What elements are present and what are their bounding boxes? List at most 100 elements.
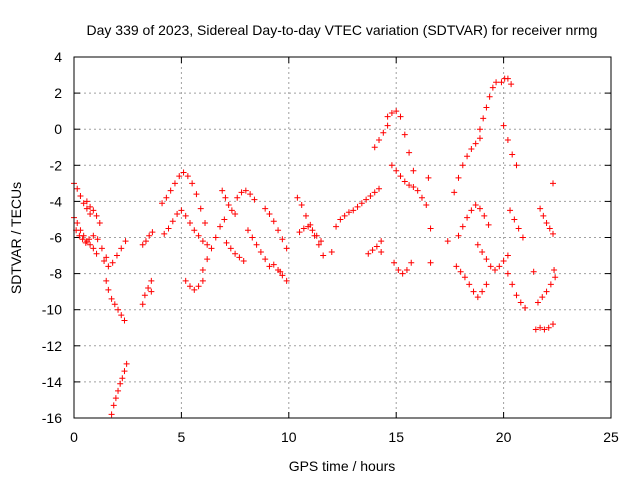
data-point bbox=[83, 198, 90, 205]
data-point bbox=[337, 216, 344, 223]
data-point bbox=[262, 256, 269, 263]
data-point bbox=[397, 173, 404, 180]
series-arc-15 bbox=[223, 239, 247, 264]
data-point bbox=[378, 248, 385, 255]
data-point bbox=[341, 212, 348, 219]
data-point bbox=[103, 277, 110, 284]
data-point bbox=[270, 218, 277, 225]
y-tick-label: -6 bbox=[50, 230, 63, 246]
data-point bbox=[232, 211, 239, 218]
data-point bbox=[148, 288, 155, 295]
data-point bbox=[486, 93, 493, 100]
data-point bbox=[74, 185, 81, 192]
data-point bbox=[313, 232, 320, 239]
data-point bbox=[543, 288, 550, 295]
data-point bbox=[222, 194, 229, 201]
data-point bbox=[283, 245, 290, 252]
data-point bbox=[86, 236, 93, 243]
data-point bbox=[537, 205, 544, 212]
y-tick-label: -16 bbox=[42, 410, 62, 426]
data-point bbox=[384, 122, 391, 129]
data-point bbox=[519, 234, 526, 241]
y-axis-title: SDTVAR / TECUs bbox=[8, 182, 24, 294]
data-point bbox=[296, 229, 303, 236]
series-arc-03 bbox=[83, 198, 103, 227]
series-arc-08 bbox=[139, 229, 156, 248]
series-arc-12 bbox=[182, 277, 206, 293]
data-point bbox=[182, 212, 189, 219]
series-arc-07 bbox=[108, 360, 130, 418]
data-point bbox=[504, 252, 511, 259]
data-point bbox=[500, 122, 507, 129]
data-point bbox=[253, 241, 260, 248]
series-arc-09 bbox=[139, 277, 155, 308]
data-point bbox=[408, 259, 415, 266]
data-point bbox=[142, 238, 149, 245]
data-point bbox=[444, 238, 451, 245]
data-point bbox=[236, 254, 243, 261]
data-point bbox=[121, 368, 128, 375]
data-point bbox=[118, 312, 125, 319]
data-point bbox=[493, 79, 500, 86]
data-point bbox=[298, 202, 305, 209]
data-point bbox=[195, 283, 202, 290]
data-point bbox=[262, 205, 269, 212]
series-arc-35 bbox=[504, 270, 529, 311]
data-point bbox=[119, 375, 126, 382]
data-point bbox=[165, 225, 172, 232]
series-arc-13 bbox=[199, 216, 228, 273]
data-point bbox=[498, 79, 505, 86]
data-point bbox=[513, 162, 520, 169]
data-point bbox=[511, 216, 518, 223]
data-point bbox=[369, 247, 376, 254]
data-point bbox=[225, 202, 232, 209]
data-point bbox=[208, 245, 215, 252]
data-point bbox=[423, 202, 430, 209]
series-arc-27 bbox=[391, 259, 415, 277]
data-point bbox=[87, 211, 94, 218]
series-arc-06 bbox=[103, 277, 128, 324]
data-point bbox=[476, 205, 483, 212]
data-point bbox=[509, 151, 516, 158]
data-point bbox=[74, 220, 81, 227]
series-arc-11 bbox=[161, 207, 211, 248]
data-point bbox=[464, 153, 471, 160]
data-point bbox=[112, 395, 119, 402]
x-tick-label: 0 bbox=[70, 429, 78, 445]
data-point bbox=[90, 207, 97, 214]
data-point bbox=[87, 203, 94, 210]
data-point bbox=[470, 288, 477, 295]
y-tick-label: -10 bbox=[42, 302, 62, 318]
data-point bbox=[483, 281, 490, 288]
data-point bbox=[507, 207, 514, 214]
series-arc-14 bbox=[219, 187, 235, 214]
data-point bbox=[87, 241, 94, 248]
plot-frame bbox=[73, 56, 612, 419]
data-point bbox=[410, 183, 417, 190]
data-point bbox=[376, 137, 383, 144]
series-arc-33 bbox=[498, 75, 515, 88]
series-arc-37 bbox=[537, 205, 557, 237]
data-point bbox=[204, 241, 211, 248]
data-point bbox=[76, 232, 83, 239]
series-arc-18 bbox=[262, 205, 290, 252]
y-tick-label: -2 bbox=[50, 157, 63, 173]
data-point bbox=[543, 220, 550, 227]
data-point bbox=[90, 232, 97, 239]
data-point bbox=[546, 225, 553, 232]
series-arc-26 bbox=[388, 162, 430, 209]
data-point bbox=[115, 387, 122, 394]
data-point bbox=[504, 137, 511, 144]
data-point bbox=[240, 257, 247, 264]
data-point bbox=[333, 223, 340, 230]
data-point bbox=[513, 292, 520, 299]
data-point bbox=[82, 239, 89, 246]
data-point bbox=[474, 294, 481, 301]
y-tick-label: -4 bbox=[50, 193, 63, 209]
series-arc-38 bbox=[534, 281, 554, 306]
data-point bbox=[453, 263, 460, 270]
data-point bbox=[105, 263, 112, 270]
data-point bbox=[83, 205, 90, 212]
data-point bbox=[550, 230, 557, 237]
data-point bbox=[345, 209, 352, 216]
